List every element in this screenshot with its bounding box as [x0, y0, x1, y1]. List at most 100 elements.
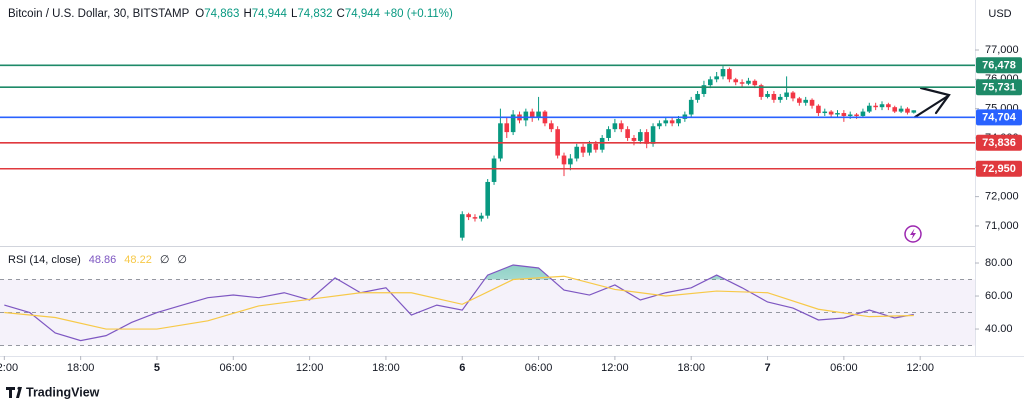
candle-body [612, 123, 618, 130]
candle-body [790, 92, 796, 99]
rsi-legend: RSI (14, close) 48.86 48.22 ∅ ∅ [8, 254, 187, 266]
rsi-y-tick-label: 80.00 [985, 257, 1013, 269]
candle-body [695, 93, 700, 100]
candle-body [529, 111, 535, 118]
candle-body [669, 120, 675, 124]
candle-body [905, 108, 910, 113]
candle-body [841, 113, 847, 116]
candle-body [720, 69, 726, 77]
ohlc-value: 74,863 [204, 8, 239, 20]
candle-body [816, 105, 821, 114]
candle-body [657, 123, 662, 127]
candle-body [580, 146, 586, 153]
price-level-label: 72,950 [982, 163, 1016, 175]
x-tick-label: 6 [459, 362, 465, 374]
candle-body [746, 80, 751, 84]
rsi-line [4, 264, 914, 342]
currency-button[interactable] [982, 4, 1018, 24]
candle-body [523, 111, 529, 121]
y-tick-label: 77,000 [985, 44, 1019, 56]
candle-body [803, 99, 808, 103]
candle-body [466, 214, 471, 218]
candle-body [625, 129, 630, 138]
x-tick-label: 12:00 [296, 362, 324, 374]
candle-body [860, 111, 866, 116]
brand-name: TradingView [26, 385, 100, 399]
candle-body [663, 120, 669, 124]
ohlc-value: 74,944 [252, 8, 288, 20]
candle-body [688, 99, 694, 115]
candle-body [574, 146, 580, 159]
y-tick-label: 72,000 [985, 191, 1019, 203]
candle-body [638, 132, 643, 141]
candle-body [631, 137, 637, 141]
ohlc-key: H [243, 8, 251, 20]
candle-body [472, 217, 478, 219]
ohlc-value: 74,832 [297, 8, 332, 20]
price-level-box [976, 134, 1022, 151]
x-tick-label: 5 [154, 362, 160, 374]
ohlc-key: O [195, 8, 204, 20]
candle-body [771, 93, 777, 100]
ohlc-key: C [337, 8, 345, 20]
chart-header: Bitcoin / U.S. Dollar, 30, BITSTAMP O74,8… [8, 8, 453, 20]
ohlc-key: L [291, 8, 298, 20]
candle-body [593, 143, 599, 150]
candle-body [459, 214, 465, 238]
candle-body [599, 137, 605, 150]
candle-body [498, 123, 503, 159]
candle-body [911, 110, 917, 113]
candle-body [822, 111, 828, 114]
candle-body [479, 215, 484, 219]
price-level-label: 75,731 [982, 82, 1016, 94]
candle-body [758, 85, 764, 97]
y-tick-label: 71,000 [985, 220, 1019, 232]
candle-body [491, 158, 497, 182]
arrow-annotation [913, 86, 951, 119]
currency-label: USD [988, 8, 1011, 20]
candle-body [847, 114, 853, 116]
candle-body [892, 107, 898, 112]
candle-body [485, 181, 490, 216]
price-change: +80 (+0.11%) [384, 8, 453, 20]
brand-logo: TradingView [6, 385, 100, 399]
candle-body [701, 85, 707, 94]
rsi-na-value: ∅ [177, 254, 187, 266]
x-tick-label: 12:00 [601, 362, 629, 374]
candle-body [707, 79, 713, 86]
rsi-y-tick-label: 60.00 [985, 290, 1013, 302]
candle-body [587, 143, 592, 153]
candle-body [568, 158, 573, 165]
price-level-box [976, 79, 1022, 96]
candle-body [797, 98, 802, 103]
candle-body [809, 99, 815, 106]
x-tick-label: 18:00 [67, 362, 95, 374]
price-level-box [976, 109, 1022, 126]
price-level-label: 76,478 [982, 60, 1016, 72]
x-tick-label: 7 [764, 362, 770, 374]
candle-body [606, 129, 611, 138]
x-tick-label: 18:00 [372, 362, 400, 374]
candle-body [873, 105, 878, 108]
ohlc-value: 74,944 [345, 8, 381, 20]
x-tick-label: 06:00 [525, 362, 553, 374]
candle-body [618, 123, 624, 130]
candle-body [866, 105, 872, 112]
candle-body [644, 132, 649, 144]
rsi-na-value: ∅ [160, 254, 170, 266]
candle-body [835, 113, 840, 115]
candle-body [854, 114, 859, 116]
x-tick-label: 06:00 [220, 362, 248, 374]
candle-body [510, 114, 516, 133]
candle-body [765, 93, 770, 97]
x-tick-label: 12:00 [0, 362, 18, 374]
candle-body [898, 108, 904, 112]
candle-body [727, 69, 732, 80]
candle-body [504, 123, 510, 133]
x-tick-label: 18:00 [677, 362, 705, 374]
price-level-label: 73,836 [982, 137, 1016, 149]
lightning-icon[interactable] [904, 225, 922, 243]
candle-body [561, 155, 567, 165]
price-level-box [976, 57, 1022, 74]
